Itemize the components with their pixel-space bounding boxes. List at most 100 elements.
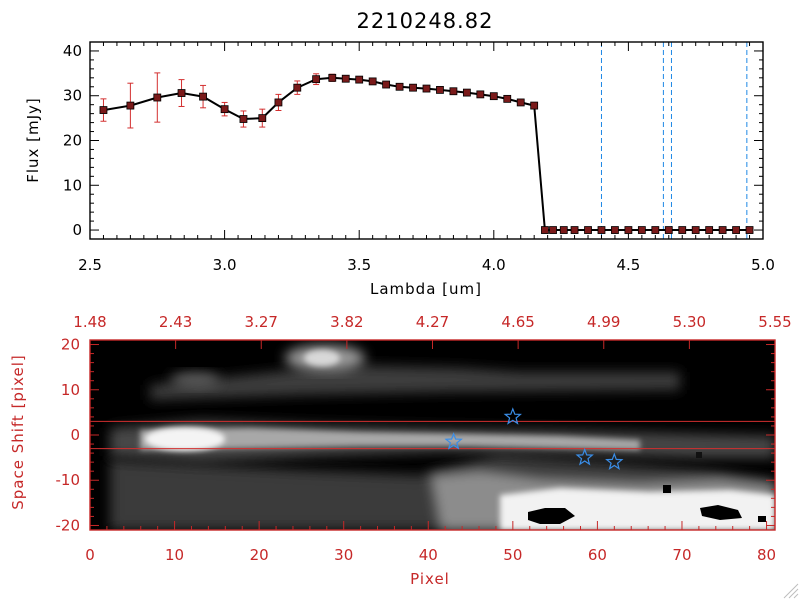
x-tick-label: 3.0 [213, 256, 237, 274]
line-star-markers [444, 407, 624, 470]
pixel-tick-label: 0 [85, 546, 95, 564]
data-point [422, 84, 431, 93]
data-point [409, 83, 417, 92]
wavelength-tick-label: 5.55 [758, 313, 791, 331]
data-point [489, 92, 498, 101]
wavelength-tick-label: 4.99 [587, 313, 620, 331]
image-frame [89, 339, 776, 531]
data-point [462, 88, 471, 97]
dead-pixel [663, 485, 671, 493]
pixel-tick-label: 80 [757, 546, 776, 564]
data-point [328, 73, 337, 82]
dead-pixel-cluster [528, 508, 575, 524]
line-marker-group [600, 42, 748, 239]
x-tick-label: 5.0 [751, 256, 775, 274]
pixel-tick-label: 40 [419, 546, 438, 564]
y2-axis-label: Space Shift [pixel] [9, 354, 27, 510]
wavelength-tick-label: 4.27 [416, 313, 449, 331]
aperture-lines [90, 420, 775, 450]
pixel-tick-label: 30 [334, 546, 353, 564]
data-point [355, 75, 364, 84]
flux-series [99, 72, 754, 234]
x-tick-label: 4.5 [616, 256, 640, 274]
dead-pixel-cluster-2 [700, 505, 742, 520]
data-point [312, 75, 321, 84]
spectrum-chart: 2210248.82 2.5 3.0 3.5 4.0 4.5 5.0 010203040 … [24, 9, 775, 298]
space-shift-tick-label: 0 [70, 426, 80, 444]
data-point [220, 105, 229, 114]
y-tick-labels: 0 10 20 30 40 [63, 42, 82, 239]
x2-axis-label: Pixel [410, 570, 450, 588]
data-point [651, 226, 660, 234]
star-marker-icon [605, 452, 624, 470]
data-point [126, 101, 135, 110]
wavelength-tick-labels: 1.48 2.43 3.27 3.82 4.27 4.65 4.99 5.30 5.55 [73, 313, 791, 331]
upper-source-core [304, 350, 340, 366]
y-tick-label: 30 [63, 87, 82, 105]
wavelength-tick-label: 4.65 [501, 313, 534, 331]
data-point [584, 226, 592, 234]
data-point [341, 74, 350, 83]
y-tick-label: 10 [63, 176, 82, 194]
data-point [436, 86, 444, 94]
wavelength-tick-label: 3.82 [330, 313, 363, 331]
wavelength-tick-label: 1.48 [73, 313, 106, 331]
pixel-tick-labels: 0 10 20 30 40 50 60 70 80 [85, 546, 776, 564]
pixel-tick-label: 10 [165, 546, 184, 564]
data-point [153, 93, 162, 102]
pixel-tick-label: 60 [588, 546, 607, 564]
data-point [476, 90, 485, 99]
wavelength-tick-label: 2.43 [159, 313, 192, 331]
data-point [637, 226, 646, 234]
data-point [664, 226, 673, 234]
x-tick-label: 4.0 [482, 256, 506, 274]
space-shift-tick-label: -10 [56, 471, 81, 489]
data-point [503, 94, 512, 103]
data-point [258, 114, 267, 123]
resize-grip-icon[interactable] [783, 583, 799, 599]
y-tick-label: 20 [63, 132, 82, 150]
x-tick-labels: 2.5 3.0 3.5 4.0 4.5 5.0 [78, 256, 775, 274]
data-point [99, 106, 108, 114]
y-tick-label: 40 [63, 42, 82, 60]
data-point [293, 83, 302, 92]
y-axis-label: Flux [mJy] [24, 97, 42, 183]
minor-ticks [89, 42, 764, 239]
data-point [274, 98, 283, 107]
x-tick-label: 2.5 [78, 256, 102, 274]
data-point [597, 226, 606, 234]
space-shift-tick-labels: -20 -10 0 10 20 [56, 336, 81, 535]
data-point [705, 226, 714, 234]
data-point [624, 226, 633, 234]
data-point [732, 226, 740, 234]
pixel-tick-label: 70 [672, 546, 691, 564]
spectrum-image-panel: 0 10 20 30 40 50 60 70 80 1.48 2.43 3.27 3.82 4.27 4.… [9, 313, 792, 588]
star-marker-icon [575, 447, 594, 466]
main-trace-peak [145, 427, 225, 451]
star-marker-icon [503, 407, 522, 425]
flux-line [103, 76, 750, 231]
data-point [516, 98, 525, 107]
spectrum-plot-frame [89, 41, 764, 240]
x-tick-label: 3.5 [347, 256, 371, 274]
space-shift-tick-label: -20 [56, 516, 81, 534]
pixel-tick-label: 50 [503, 546, 522, 564]
data-point [611, 226, 619, 234]
upper-faint-band [150, 365, 680, 400]
data-point [239, 115, 248, 123]
data-point [549, 226, 557, 234]
dead-pixel [758, 516, 766, 522]
data-point [199, 92, 207, 101]
dead-pixel [696, 452, 702, 458]
data-point [368, 77, 377, 86]
main-trace [140, 428, 640, 450]
data-point [570, 226, 579, 234]
chart-title: 2210248.82 [357, 9, 494, 33]
data-point [382, 80, 391, 89]
data-point [678, 226, 687, 234]
lower-saturated-region [500, 488, 775, 530]
space-shift-tick-label: 20 [61, 336, 80, 354]
space-shift-tick-label: 10 [61, 381, 80, 399]
x-axis-label: Lambda [um] [370, 280, 482, 298]
